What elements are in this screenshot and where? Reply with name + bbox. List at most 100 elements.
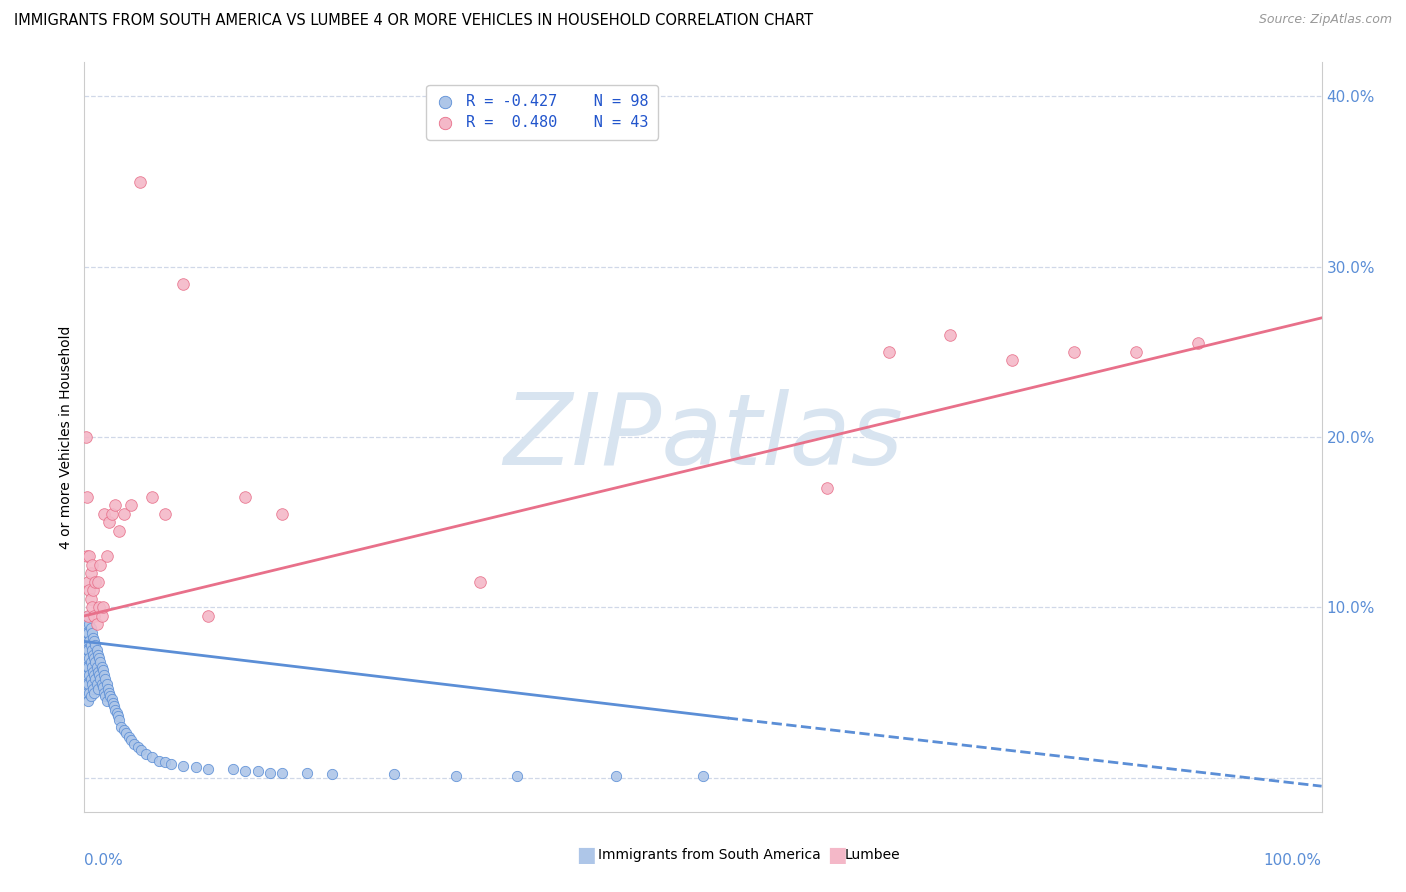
Point (104, 498, 127, 512)
Point (83, 685, 105, 699)
Text: ■: ■ (576, 845, 596, 864)
Point (76, 685, 98, 699)
Point (692, 769, 714, 783)
Point (97, 682, 120, 697)
Point (82, 631, 104, 645)
Point (506, 769, 529, 783)
Point (1125, 345, 1147, 359)
Point (172, 277, 194, 291)
Point (94, 672, 117, 686)
Text: ZIPatlas: ZIPatlas (503, 389, 903, 485)
Point (77, 643, 100, 657)
Point (112, 723, 135, 737)
Point (877, 345, 900, 359)
Point (77, 626, 100, 640)
Point (91, 681, 114, 695)
Point (91, 664, 114, 678)
Point (153, 756, 176, 770)
Point (89, 668, 111, 682)
Point (89, 651, 111, 665)
Point (120, 498, 142, 512)
Point (141, 750, 163, 764)
Point (100, 692, 122, 706)
Point (76, 668, 98, 682)
Point (108, 713, 131, 727)
Text: ■: ■ (827, 845, 846, 864)
Point (815, 481, 838, 495)
Point (76, 549, 98, 564)
Point (84, 574, 107, 589)
Point (87, 665, 110, 679)
Point (98, 515, 121, 529)
Point (1187, 336, 1209, 351)
Point (87, 574, 110, 589)
Point (100, 507, 122, 521)
Point (233, 490, 256, 504)
Point (96, 677, 118, 691)
Point (271, 507, 294, 521)
Point (222, 762, 245, 776)
Text: IMMIGRANTS FROM SOUTH AMERICA VS LUMBEE 4 OR MORE VEHICLES IN HOUSEHOLD CORRELAT: IMMIGRANTS FROM SOUTH AMERICA VS LUMBEE … (14, 13, 813, 29)
Point (233, 764, 256, 778)
Point (197, 608, 219, 623)
Point (148, 754, 170, 768)
Point (79, 651, 101, 665)
Point (80, 600, 103, 615)
Point (246, 764, 269, 778)
Text: Lumbee: Lumbee (845, 847, 901, 862)
Point (129, 743, 152, 757)
Point (605, 769, 627, 783)
Point (77, 660, 100, 674)
Point (79, 689, 101, 703)
Point (86, 660, 108, 674)
Point (271, 765, 294, 780)
Point (90, 608, 112, 623)
Point (80, 558, 103, 572)
Point (79, 655, 101, 669)
Point (79, 668, 101, 682)
Point (75, 643, 97, 657)
Point (112, 507, 135, 521)
Point (86, 643, 108, 657)
Point (80, 626, 103, 640)
Point (84, 638, 107, 652)
Point (76, 490, 98, 504)
Point (101, 696, 124, 710)
Point (1001, 353, 1024, 368)
Point (115, 726, 138, 740)
Point (321, 767, 343, 781)
Point (172, 758, 194, 772)
Point (107, 709, 129, 723)
Point (98, 689, 121, 703)
Point (83, 668, 105, 682)
Point (127, 739, 149, 754)
Point (77, 608, 100, 623)
Point (87, 682, 110, 697)
Point (75, 626, 97, 640)
Point (77, 574, 100, 589)
Point (105, 706, 128, 720)
Point (96, 694, 118, 708)
Point (108, 524, 131, 538)
Point (444, 769, 467, 783)
Point (79, 621, 101, 635)
Point (89, 600, 111, 615)
Point (295, 765, 318, 780)
Point (77, 694, 100, 708)
Point (75, 677, 97, 691)
Point (79, 634, 101, 648)
Point (98, 685, 121, 699)
Point (103, 699, 125, 714)
Point (86, 677, 108, 691)
Point (93, 668, 115, 682)
Point (1063, 345, 1085, 359)
Point (86, 617, 108, 632)
Text: 0.0%: 0.0% (84, 853, 124, 868)
Point (382, 767, 405, 781)
Text: 100.0%: 100.0% (1264, 853, 1322, 868)
Point (184, 760, 207, 774)
Point (79, 583, 101, 598)
Point (84, 672, 107, 686)
Point (76, 634, 98, 648)
Point (939, 327, 962, 342)
